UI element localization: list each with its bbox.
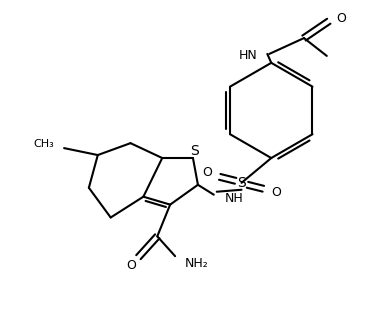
- Text: O: O: [271, 186, 281, 199]
- Text: S: S: [237, 176, 246, 190]
- Text: S: S: [190, 144, 199, 158]
- Text: O: O: [202, 166, 212, 179]
- Text: NH₂: NH₂: [185, 256, 209, 270]
- Text: CH₃: CH₃: [34, 139, 54, 149]
- Text: HN: HN: [239, 49, 257, 62]
- Text: O: O: [127, 259, 136, 272]
- Text: O: O: [337, 12, 346, 25]
- Text: NH: NH: [225, 192, 244, 205]
